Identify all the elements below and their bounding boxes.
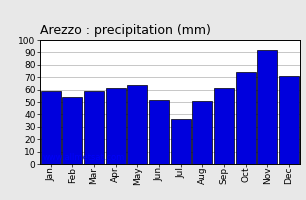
Bar xyxy=(236,72,256,164)
Bar xyxy=(127,85,147,164)
Bar xyxy=(149,100,169,164)
Bar xyxy=(214,88,234,164)
Bar xyxy=(41,91,61,164)
Text: Arezzo : precipitation (mm): Arezzo : precipitation (mm) xyxy=(40,24,211,37)
Bar xyxy=(84,91,104,164)
Bar xyxy=(171,119,191,164)
Bar xyxy=(192,101,212,164)
Bar xyxy=(279,76,299,164)
Bar xyxy=(257,50,277,164)
Text: www.allmetsat.com: www.allmetsat.com xyxy=(42,153,125,162)
Bar xyxy=(106,88,126,164)
Bar xyxy=(62,97,82,164)
